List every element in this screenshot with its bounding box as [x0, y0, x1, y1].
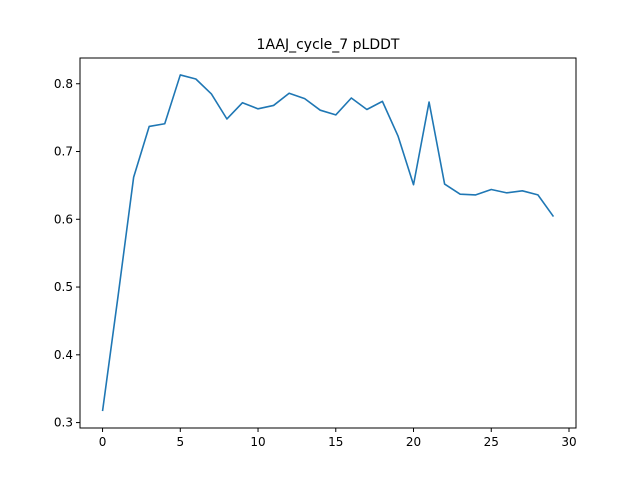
y-tick-label: 0.8 [54, 77, 73, 91]
x-tick-label: 25 [484, 435, 499, 449]
y-tick-label: 0.6 [54, 212, 73, 226]
x-tick-label: 20 [406, 435, 421, 449]
y-tick-label: 0.3 [54, 416, 73, 430]
x-tick-label: 30 [561, 435, 576, 449]
series-line [101, 74, 555, 412]
y-axis: 0.3 0.4 0.5 0.6 0.7 0.8 [54, 77, 80, 430]
x-tick-label: 5 [176, 435, 184, 449]
x-tick-label: 15 [328, 435, 343, 449]
y-tick-label: 0.4 [54, 348, 73, 362]
y-tick-label: 0.7 [54, 145, 73, 159]
plot-area-frame [79, 57, 577, 429]
y-tick-label: 0.5 [54, 280, 73, 294]
x-tick-label: 10 [250, 435, 265, 449]
chart-title: 1AAJ_cycle_7 pLDDT [257, 37, 400, 53]
x-tick-label: 0 [99, 435, 107, 449]
series-layer [101, 74, 555, 412]
x-axis: 0 5 10 15 20 25 30 [99, 428, 577, 449]
